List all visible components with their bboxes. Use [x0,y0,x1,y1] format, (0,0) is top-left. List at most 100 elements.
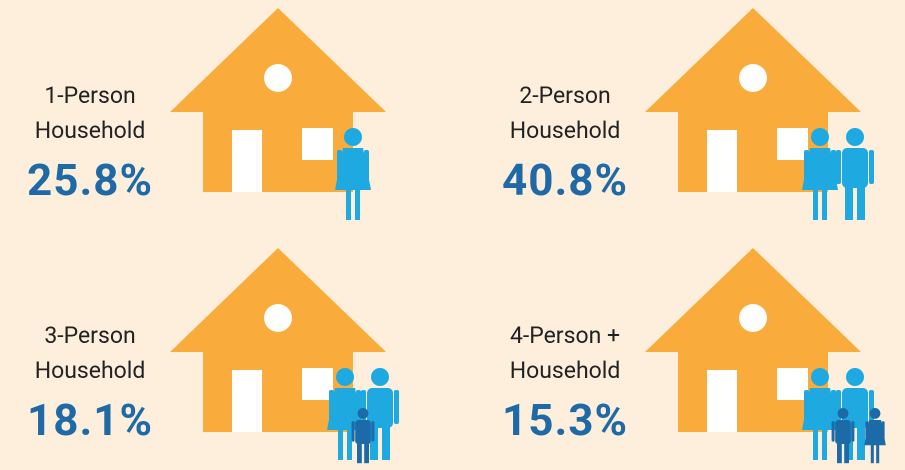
person-body [802,148,838,190]
person-arm [364,150,369,184]
person [802,128,838,220]
person-leg [355,188,360,220]
person-arm [361,390,366,424]
person-leg [876,444,880,464]
person-leg [845,184,853,220]
house [170,248,386,432]
person-head [846,368,864,386]
house-window-round [264,304,292,332]
label-line: Household [510,357,621,384]
percentage: 40.8% [502,154,628,206]
person-leg [837,441,842,464]
person [351,408,375,464]
label-line: 2-Person [519,82,610,109]
person-body [327,388,363,430]
person-head [344,128,362,146]
house-window [302,128,333,160]
house [645,8,861,192]
panel: 2-Person Household 40.8% [502,8,874,220]
person-arm [337,150,342,184]
person [335,128,371,220]
person-body [367,388,393,428]
person-arm [329,390,334,424]
person-arm [804,150,809,184]
house-roof [170,248,386,352]
person-leg [813,188,818,220]
person-head [869,408,881,419]
house [645,248,861,432]
label-line: 1-Person [44,82,135,109]
person-leg [364,441,369,464]
percentage: 25.8% [27,154,153,206]
person-arm [836,150,841,184]
person-body [842,148,868,188]
house-door [707,370,737,432]
person-leg [382,424,390,460]
person [864,408,886,464]
label-line: Household [35,357,146,384]
person-arm [851,421,855,442]
person-body [335,148,371,190]
person-head [811,128,829,146]
person-head [811,368,829,386]
person-leg [870,444,874,464]
person-leg [370,424,378,460]
person-arm [836,390,841,424]
label-line: 3-Person [44,322,135,349]
person-leg [822,428,827,460]
person-arm [869,150,874,184]
label-line: Household [510,117,621,144]
house-window-round [264,64,292,92]
person-body [864,420,886,446]
label-line: Household [35,117,146,144]
house-window [302,368,333,400]
house-door [707,130,737,192]
person-leg [844,441,849,464]
panel: 3-Person Household 18.1% [27,248,399,464]
person-arm [351,421,355,442]
house-roof [645,248,861,352]
person-arm [394,390,399,424]
house-window-round [739,64,767,92]
person-head [371,368,389,386]
person-leg [857,424,865,460]
percentage: 15.3% [502,394,628,446]
house-roof [645,8,861,112]
house-door [232,130,262,192]
house [170,8,386,192]
person-head [336,368,354,386]
person [361,368,399,460]
person-arm [869,390,874,424]
person-arm [804,390,809,424]
person-head [837,408,849,419]
panel: 4-Person + Household 15.3% [502,248,886,464]
person [831,408,855,464]
panel: 1-Person Household 25.8% [27,8,386,220]
person-leg [822,188,827,220]
person-arm [881,421,885,442]
person-arm [865,421,869,442]
person-arm [356,390,361,424]
house-door [232,370,262,432]
person-head [357,408,369,419]
house-window [777,368,808,400]
person-leg [357,441,362,464]
person [836,128,874,220]
person-arm [831,150,836,184]
person-leg [857,184,865,220]
person-arm [371,421,375,442]
person-leg [346,188,351,220]
percentage: 18.1% [27,394,153,446]
house-window [777,128,808,160]
person-body [835,420,851,444]
person-head [846,128,864,146]
person-leg [813,428,818,460]
person [802,368,838,460]
person-body [355,420,371,444]
person-leg [347,428,352,460]
person-leg [338,428,343,460]
person-body [802,388,838,430]
person-arm [831,421,835,442]
person-body [842,388,868,428]
